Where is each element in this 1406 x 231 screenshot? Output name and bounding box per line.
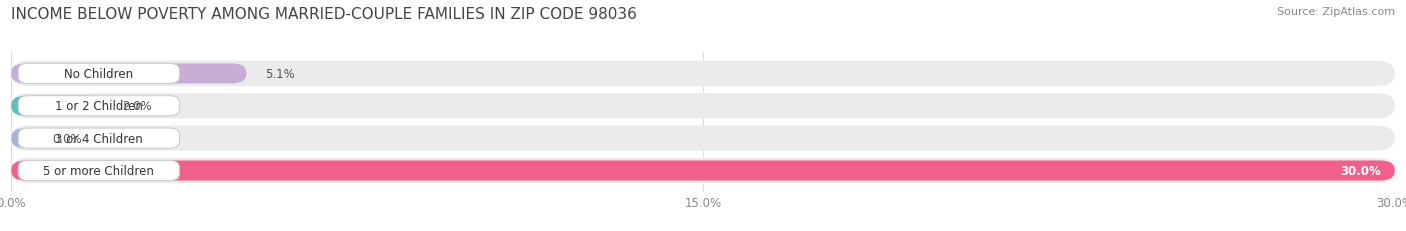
Text: 2.0%: 2.0%	[122, 100, 152, 113]
FancyBboxPatch shape	[18, 64, 180, 84]
Text: Source: ZipAtlas.com: Source: ZipAtlas.com	[1277, 7, 1395, 17]
Text: 0.0%: 0.0%	[52, 132, 82, 145]
FancyBboxPatch shape	[11, 64, 246, 84]
FancyBboxPatch shape	[11, 129, 34, 149]
FancyBboxPatch shape	[11, 94, 1395, 119]
Text: No Children: No Children	[65, 68, 134, 81]
FancyBboxPatch shape	[18, 96, 180, 116]
Text: 30.0%: 30.0%	[1340, 164, 1381, 177]
Text: 5 or more Children: 5 or more Children	[44, 164, 155, 177]
Text: 3 or 4 Children: 3 or 4 Children	[55, 132, 143, 145]
FancyBboxPatch shape	[11, 161, 1395, 181]
Text: INCOME BELOW POVERTY AMONG MARRIED-COUPLE FAMILIES IN ZIP CODE 98036: INCOME BELOW POVERTY AMONG MARRIED-COUPL…	[11, 7, 637, 22]
Text: 5.1%: 5.1%	[264, 68, 295, 81]
FancyBboxPatch shape	[18, 128, 180, 149]
FancyBboxPatch shape	[11, 96, 104, 116]
FancyBboxPatch shape	[11, 61, 1395, 87]
FancyBboxPatch shape	[11, 126, 1395, 151]
FancyBboxPatch shape	[18, 161, 180, 181]
FancyBboxPatch shape	[11, 158, 1395, 183]
Text: 1 or 2 Children: 1 or 2 Children	[55, 100, 143, 113]
